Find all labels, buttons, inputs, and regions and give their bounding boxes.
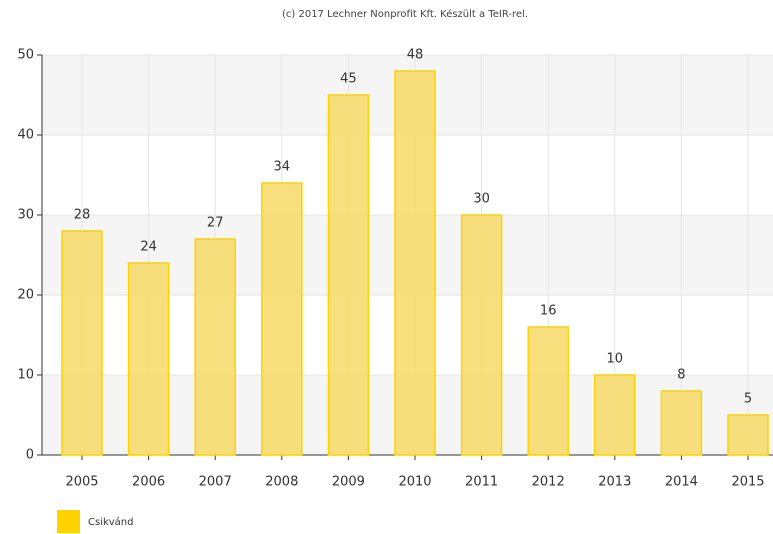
bar [194, 238, 236, 456]
y-tick-label: 50 [17, 48, 34, 63]
data-label: 30 [473, 192, 490, 207]
x-tick-label: 2012 [532, 475, 565, 490]
data-label: 24 [140, 240, 157, 255]
legend-text: Csikvánd [88, 516, 134, 528]
x-tick-label: 2009 [332, 475, 365, 490]
x-tick-label: 2010 [398, 475, 431, 490]
y-tick-label: 20 [17, 288, 34, 303]
bar [660, 390, 703, 456]
legend-swatch [57, 510, 80, 533]
bar [261, 182, 303, 456]
data-label: 34 [274, 160, 291, 175]
x-tick-label: 2005 [65, 475, 98, 490]
bar [594, 374, 636, 456]
data-label: 28 [74, 208, 91, 223]
data-label: 45 [340, 72, 357, 87]
data-label: 8 [677, 368, 685, 383]
x-tick-label: 2008 [265, 475, 298, 490]
y-tick-label: 0 [26, 448, 34, 463]
x-tick-label: 2013 [598, 475, 631, 490]
data-label: 16 [540, 304, 557, 319]
bar [394, 70, 436, 456]
bar [127, 262, 170, 456]
x-tick-label: 2014 [665, 475, 698, 490]
y-tick-label: 30 [17, 208, 34, 223]
data-label: 48 [407, 48, 424, 63]
y-tick-label: 10 [17, 368, 34, 383]
y-tick-label: 40 [17, 128, 34, 143]
x-tick-label: 2011 [465, 475, 498, 490]
bar [527, 326, 569, 456]
data-label: 27 [207, 216, 224, 231]
chart-title: (c) 2017 Lechner Nonprofit Kft. Készült … [282, 8, 528, 20]
x-tick-label: 2015 [731, 475, 764, 490]
bar [727, 414, 769, 456]
bar [327, 94, 370, 456]
data-label: 5 [744, 392, 752, 407]
x-tick-label: 2007 [199, 475, 232, 490]
bar [460, 214, 503, 456]
x-tick-label: 2006 [132, 475, 165, 490]
data-label: 10 [607, 352, 624, 367]
bar [61, 230, 103, 456]
